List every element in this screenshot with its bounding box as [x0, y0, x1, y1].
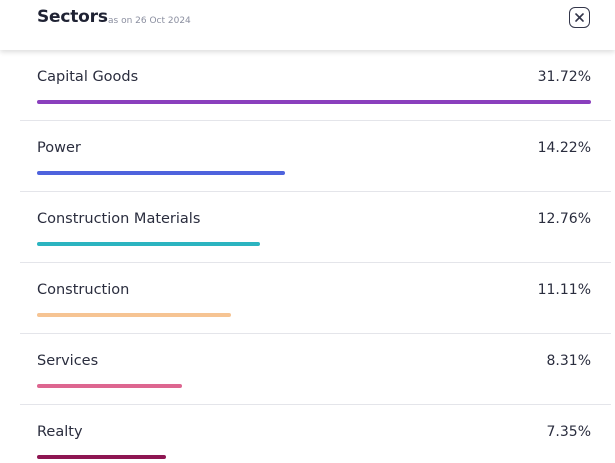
allocation-bar-fill — [37, 242, 260, 246]
sector-name: Capital Goods — [37, 69, 139, 85]
allocation-bar-fill — [37, 384, 183, 388]
sector-row: Capital Goods 31.72% — [20, 50, 611, 121]
allocation-bar — [37, 313, 591, 317]
panel-header: Sectors as on 26 Oct 2024 — [0, 0, 615, 50]
sector-row: Power 14.22% — [20, 121, 611, 192]
sector-percent: 12.76% — [537, 211, 591, 227]
sector-row: Realty 7.35% — [20, 405, 611, 463]
sector-row: Construction 11.11% — [20, 263, 611, 334]
sector-row: Services 8.31% — [20, 334, 611, 405]
allocation-bar — [37, 384, 591, 388]
panel-title: Sectors — [37, 7, 108, 27]
sector-percent: 8.31% — [546, 353, 591, 369]
sector-row: Construction Materials 12.76% — [20, 192, 611, 263]
allocation-bar-fill — [37, 171, 286, 175]
allocation-bar-fill — [37, 455, 166, 459]
sector-percent: 7.35% — [546, 424, 591, 440]
sector-name: Construction — [37, 282, 130, 298]
sector-name: Services — [37, 353, 99, 369]
allocation-bar — [37, 455, 591, 459]
allocation-bar-fill — [37, 100, 591, 104]
sector-name: Realty — [37, 424, 83, 440]
allocation-bar — [37, 242, 591, 246]
allocation-bar-fill — [37, 313, 231, 317]
sector-name: Power — [37, 140, 81, 156]
sector-list: Capital Goods 31.72% Power 14.22% Constr… — [20, 50, 611, 463]
allocation-bar — [37, 171, 591, 175]
sector-percent: 14.22% — [537, 140, 591, 156]
sector-name: Construction Materials — [37, 211, 201, 227]
close-button[interactable] — [569, 7, 590, 28]
allocation-bar — [37, 100, 591, 104]
as-on-date: as on 26 Oct 2024 — [108, 16, 191, 26]
sector-percent: 31.72% — [537, 69, 591, 85]
close-icon — [575, 13, 584, 22]
sector-percent: 11.11% — [537, 282, 591, 298]
